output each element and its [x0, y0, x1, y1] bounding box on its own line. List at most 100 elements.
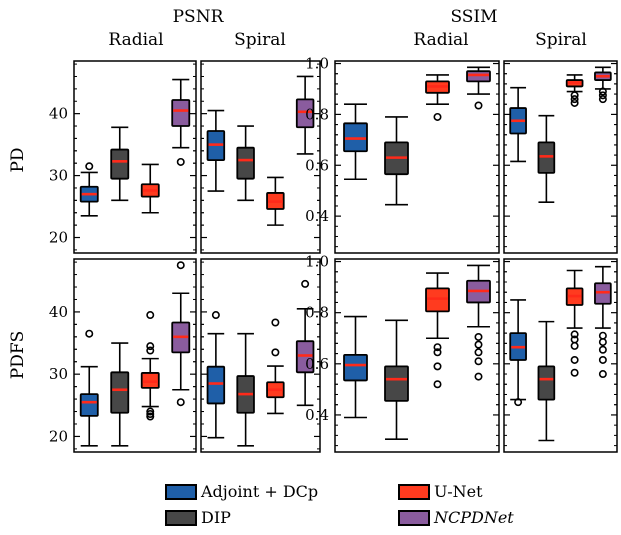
box-body: [206, 365, 226, 405]
legend-label-adjoint-dcp: Adjoint + DCp: [201, 482, 319, 501]
box-u-net: [425, 272, 450, 389]
tick-label: 30: [49, 365, 68, 383]
outlier-point: [598, 87, 607, 96]
outlier-point: [146, 342, 155, 351]
panel-frame: [200, 258, 321, 453]
outlier-point: [146, 407, 155, 416]
tick-label: 20: [49, 229, 68, 247]
panel-pdfs-psnr-spiral: [200, 258, 321, 453]
legend-item-adjoint-dcp: Adjoint + DCp: [165, 482, 318, 501]
legend-label-dip: DIP: [201, 508, 231, 527]
tick-label: 1.0: [305, 55, 329, 73]
box-adjoint-dcp: [343, 315, 368, 419]
box-body: [110, 148, 130, 180]
box-adjoint-dcp: [509, 86, 527, 163]
panel-pd-ssim-radial: 0.4 0.6 0.8 1.0: [305, 55, 500, 254]
row-label-pdfs: PDFS: [8, 331, 28, 380]
tick-label: 1.0: [305, 253, 329, 271]
legend-item-ncpdnet: NCPDNet: [398, 508, 514, 527]
box-dip: [110, 126, 130, 202]
legend-swatch-ncpdnet: [398, 509, 430, 526]
outlier-point: [433, 343, 442, 352]
legend-swatch-adjoint-dcp: [165, 483, 197, 500]
box-ncpdnet: [295, 279, 315, 407]
outlier-point: [85, 162, 94, 171]
legend-label-ncpdnet: NCPDNet: [434, 508, 514, 527]
legend-item-unet: U-Net: [398, 482, 483, 501]
box-dip: [537, 114, 556, 203]
box-adjoint-dcp: [206, 109, 226, 192]
outlier-point: [474, 340, 483, 349]
outlier-point: [146, 410, 155, 419]
outlier-point: [433, 380, 442, 389]
outlier-point: [271, 318, 280, 327]
panel-frame: [200, 60, 321, 254]
outlier-point: [474, 348, 483, 357]
outlier-point: [570, 368, 579, 377]
outlier-point: [433, 362, 442, 371]
tick-label: 0.8: [305, 304, 329, 322]
outlier-point: [474, 332, 483, 341]
box-u-net: [266, 318, 285, 415]
box-ncpdnet: [466, 66, 491, 110]
outlier-point: [85, 329, 94, 338]
outlier-point: [176, 157, 185, 166]
outlier-point: [433, 112, 442, 121]
tick-label: 0.6: [305, 355, 329, 373]
box-body: [79, 393, 99, 417]
box-adjoint-dcp: [79, 329, 99, 447]
outlier-point: [570, 341, 579, 350]
box-u-net: [266, 176, 285, 226]
box-dip: [236, 332, 255, 447]
outlier-point: [570, 355, 579, 364]
tick-label: 40: [49, 105, 68, 123]
box-ncpdnet: [466, 264, 491, 381]
panel-frame: [73, 60, 197, 254]
outlier-point: [598, 331, 607, 340]
box-u-net: [565, 74, 584, 107]
outlier-point: [433, 348, 442, 357]
column-label-psnr-spiral: Spiral: [234, 30, 286, 50]
box-body: [343, 353, 368, 382]
panel-pd-ssim-spiral: [503, 60, 618, 254]
outlier-point: [514, 398, 523, 407]
outlier-point: [271, 348, 280, 357]
outlier-point: [474, 357, 483, 366]
panel-frame: [73, 258, 197, 453]
group-title-ssim: SSIM: [450, 7, 497, 27]
outlier-point: [598, 95, 607, 104]
panel-pd-psnr-spiral: [200, 60, 321, 254]
panel-frame: [334, 258, 500, 453]
panel-frame: [334, 60, 500, 254]
outlier-point: [146, 311, 155, 320]
tick-label: 30: [49, 167, 68, 185]
outlier-point: [570, 330, 579, 339]
outlier-point: [598, 338, 607, 347]
box-ncpdnet: [171, 78, 191, 166]
panel-pdfs-ssim-radial: 0.4 0.6 0.8 1.0: [305, 253, 500, 453]
box-body: [537, 365, 556, 401]
box-dip: [236, 125, 255, 202]
legend-label-unet: U-Net: [434, 482, 483, 501]
tick-label: 40: [49, 303, 68, 321]
box-adjoint-dcp: [343, 103, 368, 181]
box-body: [171, 99, 191, 127]
box-ncpdnet: [594, 265, 612, 379]
outlier-point: [474, 101, 483, 110]
outlier-point: [301, 279, 310, 288]
box-adjoint-dcp: [79, 162, 99, 217]
outlier-point: [570, 95, 579, 104]
box-body: [295, 98, 315, 129]
column-label-psnr-radial: Radial: [108, 30, 163, 50]
box-dip: [384, 116, 409, 206]
outlier-point: [211, 311, 220, 320]
tick-label: 20: [49, 427, 68, 445]
outlier-point: [474, 372, 483, 381]
panels-layer: 20 30 40 0.4 0.6 0.8 1.0 20 30 40 0.4 0.6 0.8 1.0: [49, 55, 618, 453]
box-dip: [537, 320, 556, 442]
outlier-point: [598, 370, 607, 379]
outlier-point: [598, 91, 607, 100]
legend-swatch-unet: [398, 483, 430, 500]
column-label-ssim-spiral: Spiral: [535, 30, 587, 50]
panel-frame: [503, 60, 618, 254]
